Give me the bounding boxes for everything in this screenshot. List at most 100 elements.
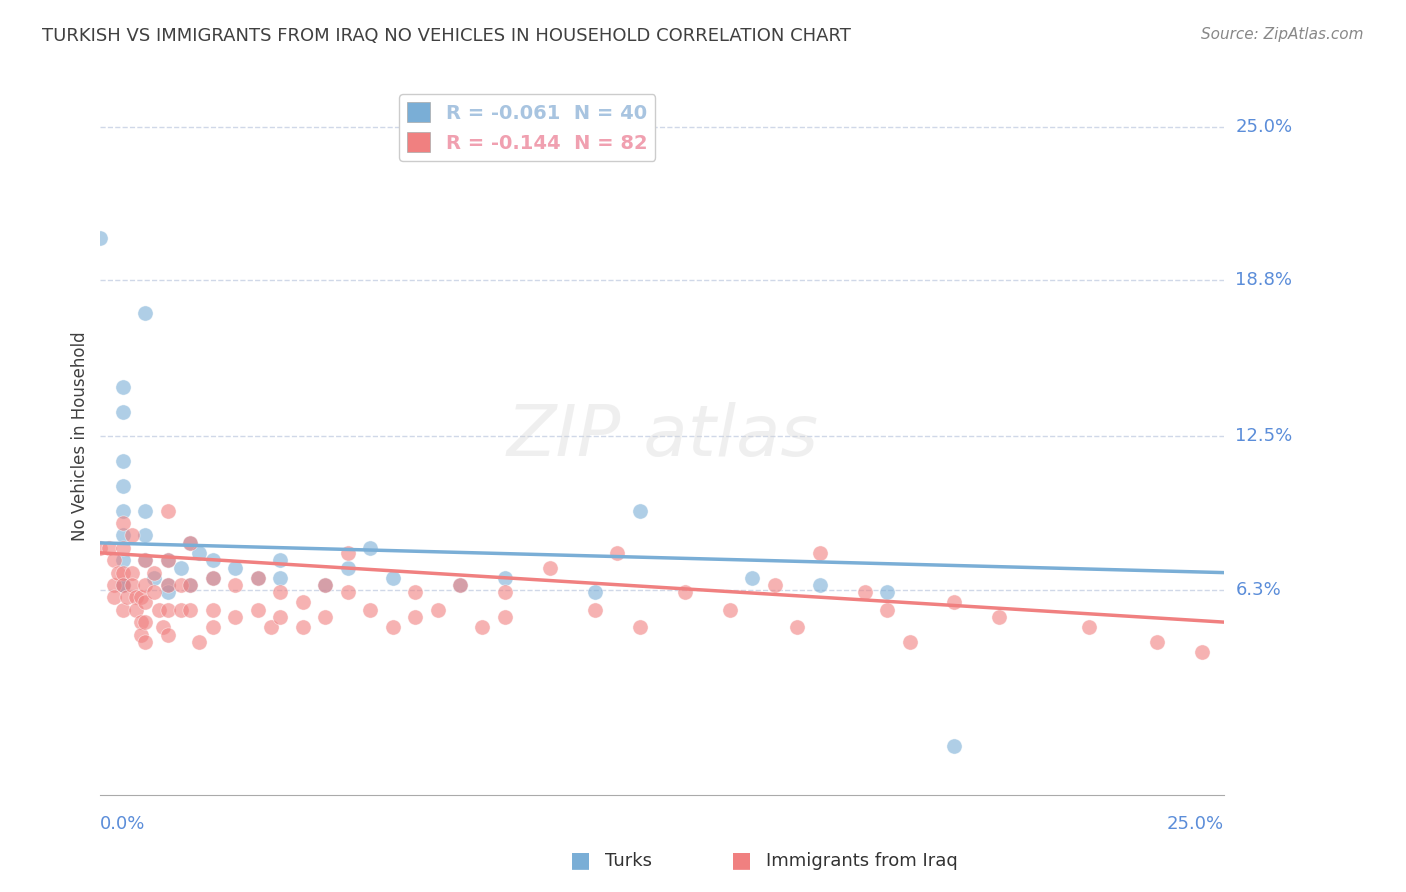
Text: 25.0%: 25.0%	[1236, 118, 1292, 136]
Point	[494, 571, 516, 585]
Text: Source: ZipAtlas.com: Source: ZipAtlas.com	[1201, 27, 1364, 42]
Point	[111, 380, 134, 394]
Point	[111, 578, 134, 592]
Point	[336, 546, 359, 560]
Point	[201, 553, 224, 567]
Point	[129, 591, 152, 605]
Point	[246, 571, 269, 585]
Point	[89, 231, 111, 245]
Point	[201, 603, 224, 617]
Point	[156, 578, 179, 592]
Point	[111, 541, 134, 555]
Point	[179, 578, 201, 592]
Text: Turks: Turks	[605, 852, 651, 870]
Point	[224, 560, 246, 574]
Y-axis label: No Vehicles in Household: No Vehicles in Household	[72, 332, 89, 541]
Point	[314, 578, 336, 592]
Point	[381, 571, 404, 585]
Point	[494, 610, 516, 624]
Point	[121, 528, 143, 542]
Point	[291, 595, 314, 609]
Point	[269, 585, 291, 599]
Point	[314, 578, 336, 592]
Point	[143, 571, 166, 585]
Point	[111, 516, 134, 530]
Point	[583, 585, 606, 599]
Point	[134, 595, 156, 609]
Point	[404, 585, 426, 599]
Point	[1191, 645, 1213, 659]
Point	[107, 566, 129, 580]
Point	[156, 585, 179, 599]
Point	[111, 479, 134, 493]
Point	[156, 603, 179, 617]
Point	[103, 553, 125, 567]
Point	[125, 603, 148, 617]
Point	[179, 603, 201, 617]
Point	[336, 585, 359, 599]
Point	[143, 585, 166, 599]
Point	[156, 553, 179, 567]
Point	[201, 571, 224, 585]
Point	[381, 620, 404, 634]
Point	[111, 566, 134, 580]
Point	[673, 585, 696, 599]
Text: Immigrants from Iraq: Immigrants from Iraq	[766, 852, 957, 870]
Point	[188, 635, 211, 649]
Point	[786, 620, 808, 634]
Point	[117, 591, 139, 605]
Point	[134, 528, 156, 542]
Point	[201, 620, 224, 634]
Point	[179, 536, 201, 550]
Point	[170, 603, 193, 617]
Point	[260, 620, 283, 634]
Point	[129, 627, 152, 641]
Point	[121, 566, 143, 580]
Point	[121, 578, 143, 592]
Text: ■: ■	[569, 850, 591, 870]
Point	[246, 603, 269, 617]
Point	[111, 603, 134, 617]
Point	[269, 571, 291, 585]
Point	[111, 578, 134, 592]
Point	[179, 536, 201, 550]
Point	[898, 635, 921, 649]
Point	[201, 571, 224, 585]
Point	[134, 306, 156, 320]
Text: 18.8%: 18.8%	[1236, 271, 1292, 290]
Point	[359, 603, 381, 617]
Point	[628, 620, 651, 634]
Point	[943, 595, 966, 609]
Point	[98, 541, 121, 555]
Point	[269, 553, 291, 567]
Point	[314, 610, 336, 624]
Point	[134, 615, 156, 629]
Point	[538, 560, 561, 574]
Point	[134, 553, 156, 567]
Point	[876, 603, 898, 617]
Point	[170, 578, 193, 592]
Point	[471, 620, 494, 634]
Point	[134, 504, 156, 518]
Point	[224, 578, 246, 592]
Point	[111, 528, 134, 542]
Point	[718, 603, 741, 617]
Point	[111, 553, 134, 567]
Point	[134, 553, 156, 567]
Point	[1078, 620, 1101, 634]
Text: 12.5%: 12.5%	[1236, 427, 1292, 445]
Point	[291, 620, 314, 634]
Text: TURKISH VS IMMIGRANTS FROM IRAQ NO VEHICLES IN HOUSEHOLD CORRELATION CHART: TURKISH VS IMMIGRANTS FROM IRAQ NO VEHIC…	[42, 27, 851, 45]
Point	[763, 578, 786, 592]
Point	[152, 620, 174, 634]
Point	[170, 560, 193, 574]
Point	[148, 603, 170, 617]
Point	[89, 541, 111, 555]
Point	[125, 591, 148, 605]
Text: ■: ■	[731, 850, 752, 870]
Text: 6.3%: 6.3%	[1236, 581, 1281, 599]
Point	[449, 578, 471, 592]
Legend: R = -0.061  N = 40, R = -0.144  N = 82: R = -0.061 N = 40, R = -0.144 N = 82	[399, 95, 655, 161]
Point	[103, 578, 125, 592]
Point	[336, 560, 359, 574]
